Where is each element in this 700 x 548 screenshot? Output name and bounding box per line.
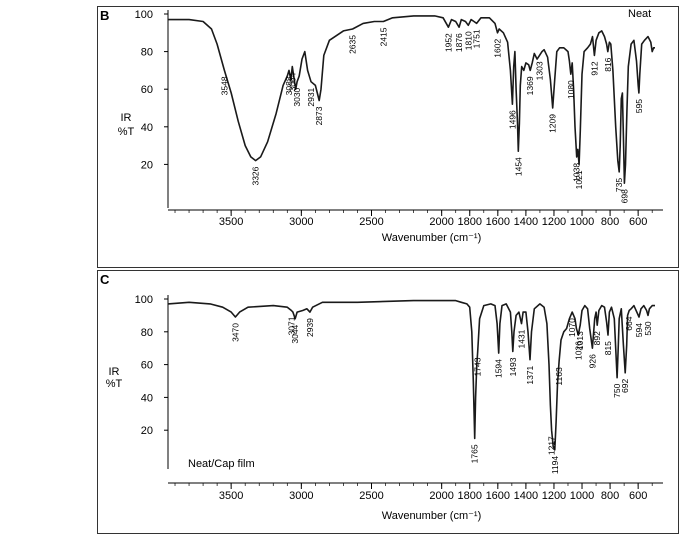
b-peak-label: 1454 — [513, 157, 523, 176]
c-peak-label: 815 — [603, 341, 613, 355]
panel-b-letter: B — [100, 8, 110, 23]
c-peak-label: 1194 — [550, 456, 560, 475]
spectrum-c-chart: 100 80 60 40 20 3500 3000 2500 2000 1800 1600 1400 1… — [106, 294, 663, 522]
b-x-axis-label: Wavenumber (cm⁻¹) — [382, 232, 482, 244]
c-peak-label: 1026 — [573, 341, 583, 360]
spectrum-b-chart: 100 80 60 40 20 3500 3000 2500 2000 1800 1600 1400 1… — [118, 8, 663, 244]
c-x-tick-label: 1600 — [486, 490, 510, 502]
b-peak-label: 2873 — [314, 106, 324, 125]
c-x-tick-label: 1000 — [570, 490, 594, 502]
c-peak-label: 1217 — [547, 436, 557, 455]
b-x-tick-label: 800 — [601, 216, 619, 228]
b-peak-label: 1751 — [472, 29, 482, 48]
c-peak-label: 1493 — [508, 357, 518, 376]
c-y-tick-label: 60 — [141, 360, 153, 372]
b-x-tick-label: 1000 — [570, 216, 594, 228]
b-y-tick-label: 100 — [135, 9, 153, 21]
b-peak-label: 2931 — [306, 87, 316, 106]
c-peak-label: 2939 — [305, 318, 315, 337]
b-peak-label: 1602 — [493, 39, 503, 58]
b-peak-label: 1080 — [566, 80, 576, 99]
b-x-tick-label: 1200 — [542, 216, 566, 228]
b-x-tick-label: 1800 — [458, 216, 482, 228]
c-peak-label: 692 — [620, 379, 630, 393]
c-peak-label: 530 — [643, 321, 653, 335]
b-peak-label: 1810 — [463, 31, 473, 50]
c-y-axis-label-ir: IR — [109, 366, 120, 378]
b-peak-label: 1952 — [443, 33, 453, 52]
b-peak-label: 816 — [603, 57, 613, 71]
b-peak-label: 3088 — [284, 76, 294, 95]
c-peak-label: 1594 — [494, 359, 504, 378]
b-x-tick-label: 3000 — [289, 216, 313, 228]
c-peak-label: 1371 — [525, 365, 535, 384]
c-peak-label: 892 — [592, 331, 602, 345]
b-y-tick-label: 80 — [141, 47, 153, 59]
b-y-tick-label: 40 — [141, 122, 153, 134]
b-peak-label: 735 — [614, 178, 624, 192]
b-peak-label: 698 — [619, 189, 629, 203]
b-peak-label: 1038 — [572, 163, 582, 182]
c-peak-label: 926 — [587, 354, 597, 368]
b-peak-label: 1369 — [525, 76, 535, 95]
panel-c-letter: C — [100, 272, 110, 287]
c-y-axis-label-pct: %T — [106, 378, 123, 390]
c-peak-label: 3044 — [290, 324, 300, 343]
c-x-tick-label: 3500 — [219, 490, 243, 502]
b-peak-label: 595 — [634, 99, 644, 113]
b-x-tick-label: 600 — [629, 216, 647, 228]
b-peak-label: 2635 — [348, 35, 358, 54]
b-peak-label: 1876 — [454, 33, 464, 52]
c-spectrum-line — [167, 299, 655, 451]
b-peak-label: 1209 — [548, 114, 558, 133]
b-y-axis-label-pct: %T — [118, 126, 135, 138]
b-spectrum-line — [168, 15, 655, 184]
c-x-tick-label: 800 — [601, 490, 619, 502]
b-peak-label: 3548 — [219, 76, 229, 95]
c-peak-label: 1743 — [473, 357, 483, 376]
b-peak-label: 1303 — [535, 61, 545, 80]
c-y-tick-label: 20 — [141, 425, 153, 437]
b-x-tick-label: 1600 — [486, 216, 510, 228]
b-peak-label: 3064 — [287, 72, 297, 91]
b-peak-label: 3030 — [292, 87, 302, 106]
c-y-tick-label: 80 — [141, 327, 153, 339]
b-x-tick-label: 1400 — [514, 216, 538, 228]
c-peak-label: 664 — [624, 316, 634, 330]
b-peak-label: 1496 — [507, 110, 517, 129]
c-corner-label: Neat/Cap film — [188, 458, 255, 470]
c-x-tick-label: 2000 — [429, 490, 453, 502]
c-x-tick-label: 1200 — [542, 490, 566, 502]
c-peak-label: 1070 — [567, 318, 577, 337]
c-x-tick-label: 1800 — [458, 490, 482, 502]
c-peak-label: 1765 — [470, 444, 480, 463]
b-peak-label: 1021 — [574, 170, 584, 189]
b-x-tick-label: 2000 — [429, 216, 453, 228]
c-y-tick-label: 40 — [141, 392, 153, 404]
panel-b: B 100 80 60 40 20 3500 3000 2500 2000 1800 1600 140… — [97, 6, 679, 268]
b-y-axis-label-ir: IR — [121, 112, 132, 124]
c-x-tick-label: 3000 — [289, 490, 313, 502]
c-peak-label: 750 — [612, 383, 622, 397]
b-peak-label: 3326 — [251, 166, 261, 185]
b-peak-label: 2415 — [378, 27, 388, 46]
c-peak-label: 594 — [634, 323, 644, 337]
c-peak-label: 3071 — [286, 316, 296, 335]
c-x-tick-label: 1400 — [514, 490, 538, 502]
b-peak-label: 912 — [589, 61, 599, 75]
c-y-tick-label: 100 — [135, 294, 153, 306]
c-peak-label: 1013 — [575, 331, 585, 350]
b-x-tick-label: 3500 — [219, 216, 243, 228]
c-x-tick-label: 2500 — [359, 490, 383, 502]
c-x-axis-label: Wavenumber (cm⁻¹) — [382, 510, 482, 522]
c-x-tick-label: 600 — [629, 490, 647, 502]
b-y-tick-label: 60 — [141, 84, 153, 96]
c-peak-label: 3470 — [230, 323, 240, 342]
b-x-tick-label: 2500 — [359, 216, 383, 228]
c-peak-label: 1163 — [554, 367, 564, 386]
b-corner-label: Neat — [628, 8, 651, 20]
panel-c: C 100 80 60 40 20 3500 3000 2500 2000 1800 1600 140… — [97, 270, 679, 534]
c-peak-label: 1431 — [517, 329, 527, 348]
b-y-tick-label: 20 — [141, 159, 153, 171]
